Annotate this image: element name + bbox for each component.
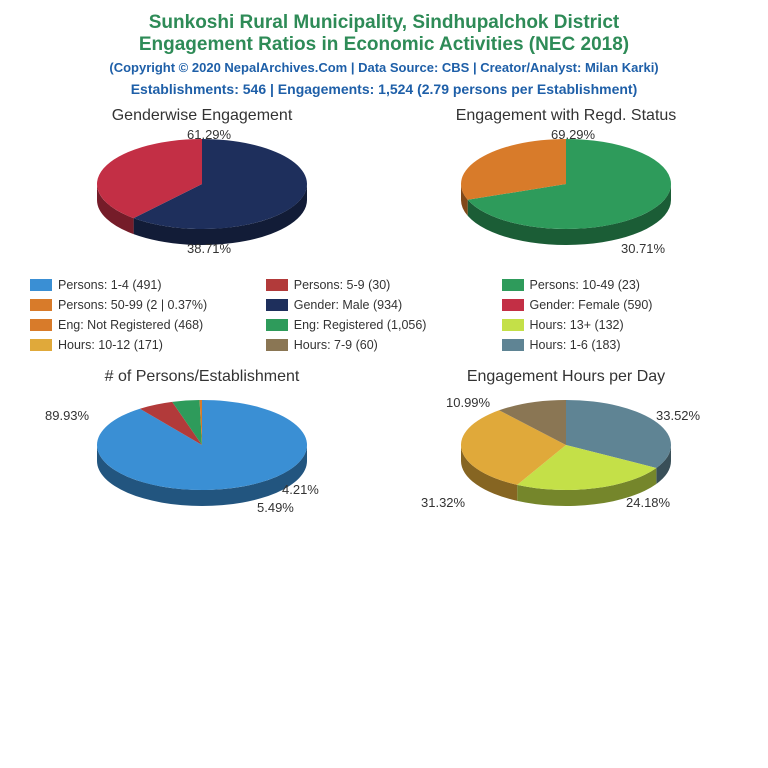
legend-item: Gender: Female (590) xyxy=(502,298,738,312)
legend-label: Hours: 7-9 (60) xyxy=(294,338,378,352)
legend-label: Persons: 50-99 (2 | 0.37%) xyxy=(58,298,207,312)
legend-item: Hours: 1-6 (183) xyxy=(502,338,738,352)
stats-line: Establishments: 546 | Engagements: 1,524… xyxy=(20,81,748,97)
legend-swatch xyxy=(30,339,52,351)
legend-item: Eng: Registered (1,056) xyxy=(266,318,502,332)
pct-label: 5.49% xyxy=(257,500,294,515)
regd-chart-cell: Engagement with Regd. Status 69.29% 30.71… xyxy=(384,107,748,264)
legend-swatch xyxy=(30,319,52,331)
gender-chart-cell: Genderwise Engagement 61.29% 38.71% xyxy=(20,107,384,264)
pct-label: 31.32% xyxy=(421,495,465,510)
legend-item: Persons: 50-99 (2 | 0.37%) xyxy=(30,298,266,312)
legend-swatch xyxy=(502,339,524,351)
legend-item: Hours: 10-12 (171) xyxy=(30,338,266,352)
hours-pie: 33.52% 24.18% 31.32% 10.99% xyxy=(421,390,711,520)
title-line1: Sunkoshi Rural Municipality, Sindhupalch… xyxy=(20,12,748,34)
pct-label: 10.99% xyxy=(446,395,490,410)
legend-label: Hours: 13+ (132) xyxy=(530,318,624,332)
legend-swatch xyxy=(266,319,288,331)
top-charts-row: Genderwise Engagement 61.29% 38.71% Engag… xyxy=(20,107,748,264)
legend-swatch xyxy=(30,299,52,311)
legend-swatch xyxy=(502,279,524,291)
gender-chart-title: Genderwise Engagement xyxy=(20,107,384,125)
legend-label: Eng: Not Registered (468) xyxy=(58,318,203,332)
legend: Persons: 1-4 (491) Persons: 5-9 (30) Perso… xyxy=(30,278,738,358)
legend-label: Gender: Male (934) xyxy=(294,298,402,312)
pct-label: 33.52% xyxy=(656,408,700,423)
gender-pie: 61.29% 38.71% xyxy=(57,129,347,259)
legend-swatch xyxy=(502,299,524,311)
hours-chart-cell: Engagement Hours per Day 33.52% 24.18% 31.… xyxy=(384,368,748,525)
legend-label: Hours: 10-12 (171) xyxy=(58,338,163,352)
title-line2: Engagement Ratios in Economic Activities… xyxy=(20,34,748,56)
hours-chart-title: Engagement Hours per Day xyxy=(384,368,748,386)
legend-item: Hours: 13+ (132) xyxy=(502,318,738,332)
legend-swatch xyxy=(502,319,524,331)
persons-chart-title: # of Persons/Establishment xyxy=(20,368,384,386)
legend-item: Eng: Not Registered (468) xyxy=(30,318,266,332)
pct-label: 89.93% xyxy=(45,408,89,423)
legend-swatch xyxy=(266,339,288,351)
legend-item: Hours: 7-9 (60) xyxy=(266,338,502,352)
copyright-line: (Copyright © 2020 NepalArchives.Com | Da… xyxy=(20,60,748,75)
legend-swatch xyxy=(30,279,52,291)
pct-label: 69.29% xyxy=(551,127,595,142)
regd-pie: 69.29% 30.71% xyxy=(421,129,711,259)
pct-label: 30.71% xyxy=(621,241,665,256)
pct-label: 24.18% xyxy=(626,495,670,510)
legend-label: Gender: Female (590) xyxy=(530,298,653,312)
title-block: Sunkoshi Rural Municipality, Sindhupalch… xyxy=(20,12,748,97)
legend-item: Persons: 1-4 (491) xyxy=(30,278,266,292)
persons-pie: 89.93%5.49%4.21% xyxy=(57,390,347,520)
legend-label: Persons: 5-9 (30) xyxy=(294,278,391,292)
persons-chart-cell: # of Persons/Establishment 89.93% 5.49% 4.… xyxy=(20,368,384,525)
legend-label: Eng: Registered (1,056) xyxy=(294,318,427,332)
legend-label: Persons: 10-49 (23) xyxy=(530,278,640,292)
pct-label: 38.71% xyxy=(187,241,231,256)
legend-item: Persons: 5-9 (30) xyxy=(266,278,502,292)
regd-chart-title: Engagement with Regd. Status xyxy=(384,107,748,125)
legend-label: Persons: 1-4 (491) xyxy=(58,278,162,292)
bottom-charts-row: # of Persons/Establishment 89.93% 5.49% 4.… xyxy=(20,368,748,525)
pct-label: 61.29% xyxy=(187,127,231,142)
legend-swatch xyxy=(266,299,288,311)
legend-swatch xyxy=(266,279,288,291)
legend-item: Gender: Male (934) xyxy=(266,298,502,312)
legend-label: Hours: 1-6 (183) xyxy=(530,338,621,352)
legend-item: Persons: 10-49 (23) xyxy=(502,278,738,292)
pct-label: 4.21% xyxy=(282,482,319,497)
